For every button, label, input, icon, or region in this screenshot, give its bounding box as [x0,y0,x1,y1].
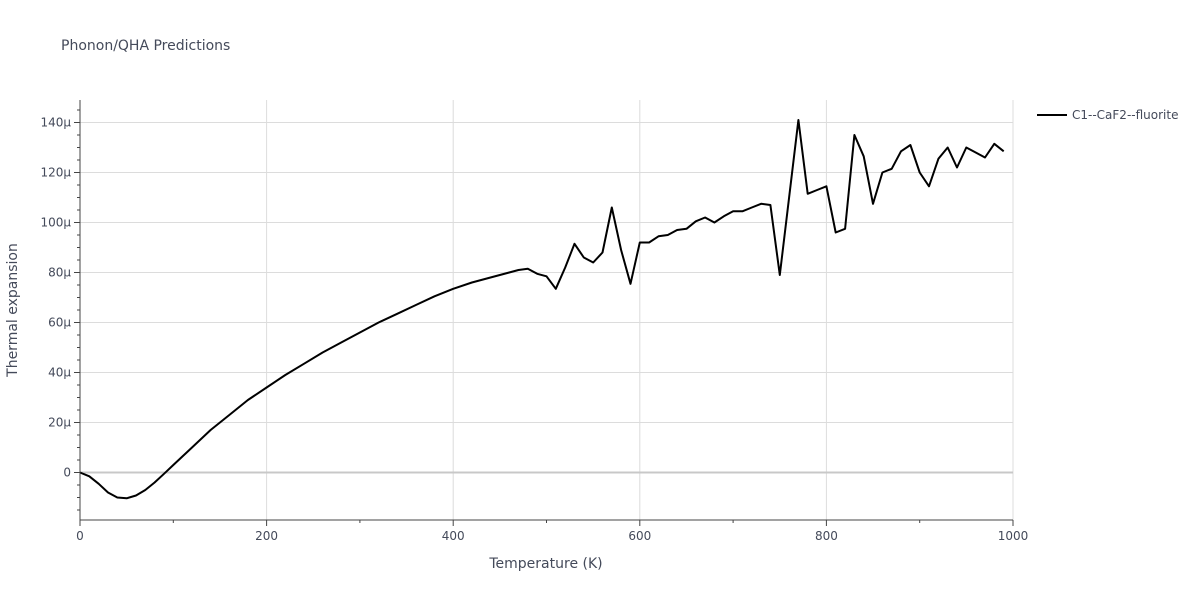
grid [80,100,1014,520]
y-tick-label: 0 [63,466,71,480]
x-tick-label: 600 [628,529,651,543]
chart-title: Phonon/QHA Predictions [61,38,230,54]
legend-item[interactable]: C1--CaF2--fluorite [1037,108,1178,122]
y-tick-label: 60µ [48,316,71,330]
x-tick-label: 800 [815,529,838,543]
legend-label: C1--CaF2--fluorite [1072,108,1178,122]
legend[interactable]: C1--CaF2--fluorite [1037,108,1178,122]
x-axis-title: Temperature (K) [488,556,602,572]
x-tick-label: 0 [76,529,84,543]
x-tick-label: 1000 [998,529,1029,543]
series-layer [79,119,1005,500]
y-tick-label: 40µ [48,366,71,380]
y-tick-label: 140µ [40,116,71,130]
x-tick-label: 200 [255,529,278,543]
series-line [79,119,1005,500]
x-tick-label: 400 [442,529,465,543]
y-tick-label: 80µ [48,266,71,280]
y-tick-label: 20µ [48,416,71,430]
y-tick-label: 100µ [40,216,71,230]
y-tick-label: 120µ [40,166,71,180]
axes: 0 200 400 600 800 1000 0 20µ 40µ 60µ 80µ 100µ 120µ 14… [40,100,1028,543]
y-axis-title: Thermal expansion [5,243,21,378]
